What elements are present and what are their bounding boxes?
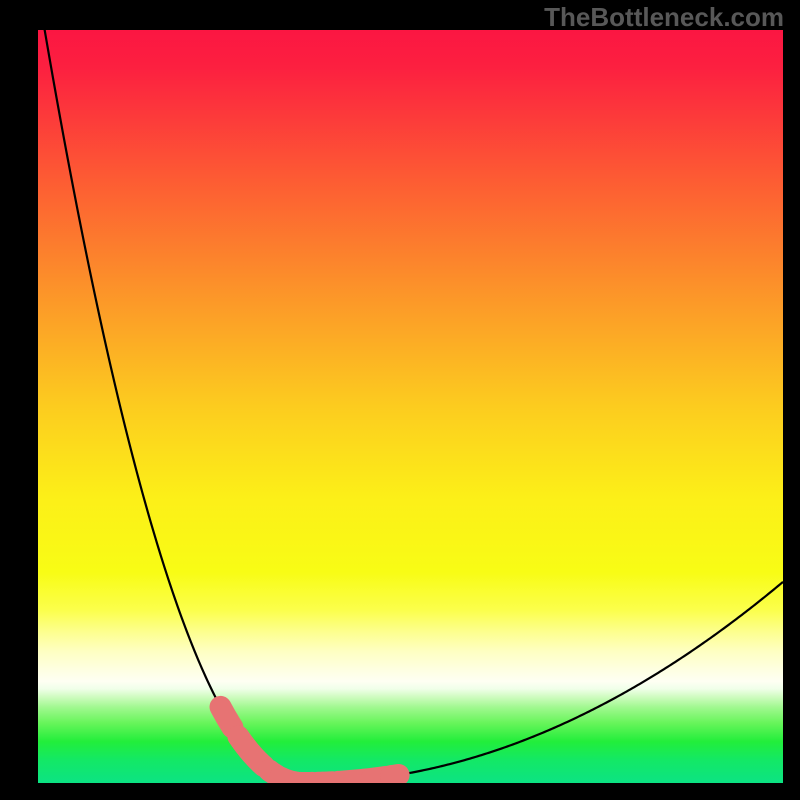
marker-segment — [391, 775, 398, 776]
chart-svg — [0, 0, 800, 800]
watermark-text: TheBottleneck.com — [544, 2, 784, 33]
chart-container: TheBottleneck.com — [0, 0, 800, 800]
bottleneck-curve — [38, 0, 783, 783]
marker-segment — [221, 707, 233, 728]
marker-segment — [238, 736, 263, 766]
